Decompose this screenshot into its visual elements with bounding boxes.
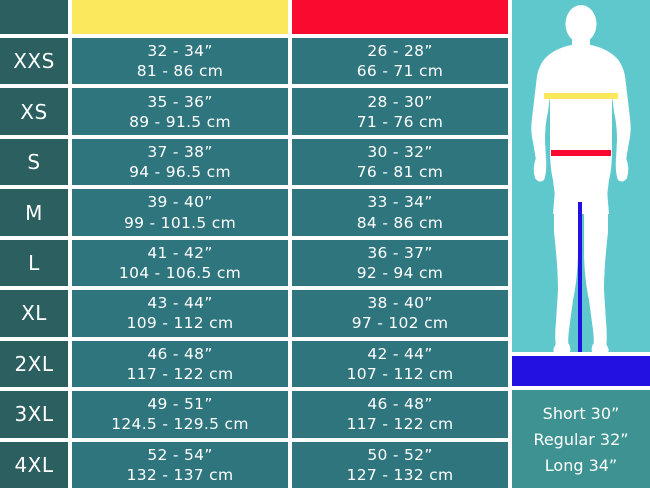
- chest-measurement-cell: 37 - 38” 94 - 96.5 cm: [72, 138, 288, 186]
- chest-inches: 35 - 36”: [147, 92, 213, 111]
- size-label: 4XL: [0, 441, 68, 488]
- table-row: XL 43 - 44” 109 - 112 cm 38 - 40” 97 - 1…: [0, 290, 508, 337]
- table-row: 3XL 49 - 51” 124.5 - 129.5 cm 46 - 48” 1…: [0, 391, 508, 438]
- size-label: XXS: [0, 38, 68, 85]
- table-row: XS 35 - 36” 89 - 91.5 cm 28 - 30” 71 - 7…: [0, 88, 508, 135]
- chest-inches: 41 - 42”: [147, 243, 213, 262]
- waist-measurement-cell: 42 - 44” 107 - 112 cm: [292, 340, 508, 388]
- waist-inches: 30 - 32”: [367, 142, 433, 161]
- waist-inches: 46 - 48”: [367, 395, 433, 414]
- chest-measurement-cell: 41 - 42” 104 - 106.5 cm: [72, 239, 288, 287]
- chest-cm: 124.5 - 129.5 cm: [111, 415, 249, 434]
- chest-measurement-cell: 52 - 54” 132 - 137 cm: [72, 441, 288, 488]
- waist-inches: 26 - 28”: [367, 42, 433, 61]
- body-diagram-panel: [512, 0, 650, 352]
- waist-measurement-cell: 33 - 34” 84 - 86 cm: [292, 189, 508, 236]
- size-label: S: [0, 138, 68, 186]
- inseam-option-long: Long 34”: [544, 455, 618, 475]
- chest-cm: 94 - 96.5 cm: [129, 163, 231, 182]
- waist-measurement-cell: 46 - 48” 117 - 122 cm: [292, 391, 508, 438]
- waist-measurement-cell: 36 - 37” 92 - 94 cm: [292, 239, 508, 287]
- table-row: L 41 - 42” 104 - 106.5 cm 36 - 37” 92 - …: [0, 239, 508, 287]
- waist-measurement-cell: 28 - 30” 71 - 76 cm: [292, 88, 508, 135]
- chest-measurement-cell: 46 - 48” 117 - 122 cm: [72, 340, 288, 388]
- table-row: 4XL 52 - 54” 132 - 137 cm 50 - 52” 127 -…: [0, 441, 508, 488]
- waist-red-swatch: [292, 0, 508, 34]
- waist-cm: 127 - 132 cm: [346, 465, 454, 484]
- inseam-measure-line-icon: [578, 202, 582, 352]
- size-label: 3XL: [0, 391, 68, 438]
- table-row: XXS 32 - 34” 81 - 86 cm 26 - 28” 66 - 71…: [0, 38, 508, 85]
- waist-cm: 117 - 122 cm: [346, 415, 454, 434]
- inseam-option-short: Short 30”: [542, 403, 620, 423]
- chest-inches: 52 - 54”: [147, 445, 213, 464]
- inseam-option-regular: Regular 32”: [533, 429, 629, 449]
- waist-cm: 66 - 71 cm: [356, 62, 444, 81]
- waist-cm: 97 - 102 cm: [351, 314, 449, 333]
- waist-cm: 71 - 76 cm: [356, 112, 444, 131]
- chest-cm: 117 - 122 cm: [126, 364, 234, 383]
- chest-inches: 46 - 48”: [147, 344, 213, 363]
- waist-inches: 42 - 44”: [367, 344, 433, 363]
- waist-inches: 38 - 40”: [367, 294, 433, 313]
- waist-measure-line-icon: [551, 150, 611, 156]
- chest-cm: 89 - 91.5 cm: [129, 112, 231, 131]
- size-label: 2XL: [0, 340, 68, 388]
- chest-measurement-cell: 35 - 36” 89 - 91.5 cm: [72, 88, 288, 135]
- waist-measurement-cell: 50 - 52” 127 - 132 cm: [292, 441, 508, 488]
- table-row: S 37 - 38” 94 - 96.5 cm 30 - 32” 76 - 81…: [0, 138, 508, 186]
- waist-inches: 28 - 30”: [367, 92, 433, 111]
- chest-measurement-cell: 39 - 40” 99 - 101.5 cm: [72, 189, 288, 236]
- male-body-silhouette-icon: [531, 5, 631, 352]
- waist-measurement-cell: 38 - 40” 97 - 102 cm: [292, 290, 508, 337]
- table-row: M 39 - 40” 99 - 101.5 cm 33 - 34” 84 - 8…: [0, 189, 508, 236]
- table-header-row: [0, 0, 508, 34]
- waist-cm: 92 - 94 cm: [356, 263, 444, 282]
- header-size-cell: [0, 0, 68, 34]
- chest-inches: 37 - 38”: [147, 142, 213, 161]
- chest-measurement-cell: 43 - 44” 109 - 112 cm: [72, 290, 288, 337]
- chest-inches: 39 - 40”: [147, 193, 213, 212]
- chest-measure-line-icon: [544, 93, 618, 99]
- chest-cm: 132 - 137 cm: [126, 465, 234, 484]
- chest-inches: 43 - 44”: [147, 294, 213, 313]
- inseam-legend: Short 30” Regular 32” Long 34”: [512, 390, 650, 488]
- table-row: 2XL 46 - 48” 117 - 122 cm 42 - 44” 107 -…: [0, 340, 508, 388]
- size-label: M: [0, 189, 68, 236]
- chest-yellow-swatch: [72, 0, 288, 34]
- waist-measurement-cell: 30 - 32” 76 - 81 cm: [292, 138, 508, 186]
- waist-inches: 36 - 37”: [367, 243, 433, 262]
- chest-measurement-cell: 49 - 51” 124.5 - 129.5 cm: [72, 391, 288, 438]
- chest-cm: 81 - 86 cm: [136, 62, 224, 81]
- waist-measurement-cell: 26 - 28” 66 - 71 cm: [292, 38, 508, 85]
- waist-inches: 50 - 52”: [367, 445, 433, 464]
- chest-inches: 32 - 34”: [147, 42, 213, 61]
- waist-cm: 84 - 86 cm: [356, 213, 444, 232]
- size-label: L: [0, 239, 68, 287]
- size-label: XL: [0, 290, 68, 337]
- size-label: XS: [0, 88, 68, 135]
- chest-cm: 99 - 101.5 cm: [124, 213, 236, 232]
- waist-cm: 76 - 81 cm: [356, 163, 444, 182]
- waist-cm: 107 - 112 cm: [346, 364, 454, 383]
- waist-inches: 33 - 34”: [367, 193, 433, 212]
- chest-cm: 104 - 106.5 cm: [118, 263, 242, 282]
- chest-cm: 109 - 112 cm: [126, 314, 234, 333]
- figure-panel-area: Short 30” Regular 32” Long 34”: [512, 0, 650, 488]
- chest-measurement-cell: 32 - 34” 81 - 86 cm: [72, 38, 288, 85]
- size-table: XXS 32 - 34” 81 - 86 cm 26 - 28” 66 - 71…: [0, 0, 508, 488]
- inseam-blue-swatch: [512, 356, 650, 386]
- chest-inches: 49 - 51”: [147, 395, 213, 414]
